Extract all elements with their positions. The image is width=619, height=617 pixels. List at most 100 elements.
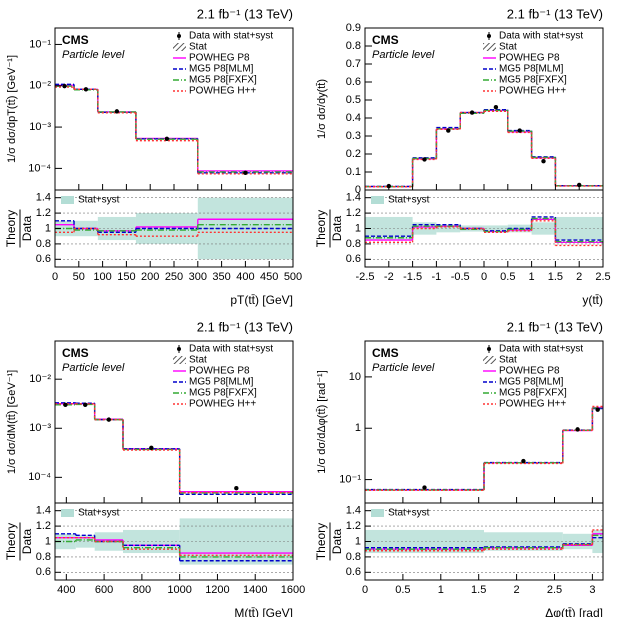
data-point: [493, 105, 499, 110]
ratio-frame: [364, 502, 604, 581]
y-tick-label: 0.4: [346, 112, 361, 124]
data-point: [63, 402, 68, 408]
chart-title: 2.1 fb⁻¹ (13 TeV): [197, 6, 293, 21]
y-tick-label: 10⁻³: [29, 121, 51, 133]
y-tick-label: 0.5: [346, 94, 361, 106]
main-panel: [365, 405, 603, 491]
ratio-y-tick-label: 1.4: [36, 192, 51, 204]
level-label: Particle level: [62, 49, 125, 61]
legend-label: Data with stat+syst: [499, 344, 583, 355]
stat-syst-band: [507, 224, 532, 233]
y-tick-label: 10⁻³: [29, 422, 51, 434]
legend-label: Data with stat+syst: [499, 31, 583, 42]
legend-label: POWHEG H++: [189, 399, 256, 410]
chart-title: 2.1 fb⁻¹ (13 TeV): [507, 319, 603, 334]
ratio-panel: [365, 510, 603, 573]
stat-syst-band: [365, 216, 413, 241]
legend-label: Data with stat+syst: [189, 344, 273, 355]
legend-band-swatch: [61, 509, 74, 517]
x-tick-label: 1600: [281, 584, 305, 596]
legend-label: MG5 P8[MLM]: [499, 64, 564, 75]
x-tick-label: -2: [384, 271, 394, 283]
x-tick-label: 2.5: [547, 584, 562, 596]
x-tick-label: 0: [52, 271, 58, 283]
data-point: [114, 109, 120, 114]
ratio-y-tick-label: 0.8: [36, 238, 51, 250]
legend-stat-swatch: [483, 356, 496, 364]
x-tick-label: 150: [117, 271, 135, 283]
legend-stat-swatch: [483, 43, 496, 51]
y-tick-label: 0: [355, 184, 361, 196]
ratio-y-tick-label: 1.2: [36, 207, 51, 219]
x-axis-label: M(tt̄) [GeV]: [234, 606, 293, 617]
legend-label: POWHEG P8: [499, 53, 560, 64]
ratio-panel: [55, 197, 293, 260]
ratio-label-den: Data: [20, 216, 34, 242]
data-point: [595, 407, 600, 412]
ratio-y-tick-label: 0.8: [346, 551, 361, 563]
y-tick-label: 10⁻¹: [29, 38, 51, 50]
x-tick-label: 1: [529, 271, 535, 283]
ratio-label-num: Theory: [314, 210, 328, 247]
legend-data-marker: [177, 347, 181, 351]
ratio-y-tick-label: 1: [355, 535, 361, 547]
ratio-frame: [54, 502, 294, 581]
legend-band-swatch: [61, 196, 74, 204]
x-tick-label: 0.5: [395, 584, 410, 596]
legend-label: MG5 P8[FXFX]: [499, 75, 567, 86]
ratio-y-tick-label: 1: [45, 535, 51, 547]
data-point: [521, 458, 526, 464]
x-tick-label: 400: [236, 271, 254, 283]
x-tick-label: 3: [589, 584, 595, 596]
cms-label: CMS: [372, 33, 399, 47]
legend-label: MG5 P8[FXFX]: [189, 75, 257, 86]
data-point: [234, 486, 239, 491]
y-tick-label: 0.9: [346, 22, 361, 34]
data-point: [541, 159, 546, 164]
stat-syst-band: [436, 224, 461, 233]
data-point: [83, 87, 89, 92]
legend-data-marker: [487, 34, 491, 38]
x-tick-label: 2: [514, 584, 520, 596]
legend-label: Stat: [189, 42, 207, 53]
cms-label: CMS: [372, 346, 399, 360]
x-tick-label: 0.5: [500, 271, 515, 283]
ratio-label-den: Data: [20, 529, 34, 555]
x-tick-label: 100: [93, 271, 111, 283]
stat-syst-band: [555, 216, 603, 241]
x-axis-label: y(tt̄): [582, 293, 603, 307]
chart-title: 2.1 fb⁻¹ (13 TeV): [507, 6, 603, 21]
x-axis-label: pT(tt̄) [GeV]: [230, 293, 293, 307]
legend-label: Stat+syst: [388, 508, 430, 519]
legend-label: MG5 P8[MLM]: [499, 377, 564, 388]
main-panel: [55, 402, 293, 496]
ratio-y-tick-label: 0.8: [36, 551, 51, 563]
y-tick-label: 0.7: [346, 58, 361, 70]
y-tick-label: 10⁻¹: [339, 473, 361, 485]
ratio-y-tick-label: 1.2: [346, 520, 361, 532]
legend-label: Stat: [499, 42, 517, 53]
ratio-y-tick-label: 1.2: [346, 207, 361, 219]
legend-data-marker: [487, 347, 491, 351]
x-tick-label: 1000: [167, 584, 191, 596]
y-axis-label: 1/σ dσ/dy(tt̄): [316, 79, 328, 139]
y-axis-label: 1/σ dσ/dM(tt̄) [GeV⁻¹]: [6, 370, 18, 474]
ratio-panel: [365, 197, 603, 260]
ratio-y-tick-label: 1.2: [36, 520, 51, 532]
ratio-y-tick-label: 0.6: [346, 566, 361, 578]
x-tick-label: 450: [260, 271, 278, 283]
legend-label: POWHEG H++: [499, 399, 566, 410]
ratio-y-tick-label: 0.6: [36, 253, 51, 265]
legend-label: POWHEG P8: [189, 366, 250, 377]
ratio-label-num: Theory: [4, 210, 18, 247]
ratio-label-num: Theory: [4, 523, 18, 560]
x-tick-label: 800: [133, 584, 151, 596]
x-tick-label: 1200: [205, 584, 229, 596]
legend-label: Data with stat+syst: [189, 31, 273, 42]
data-point: [243, 170, 248, 176]
x-axis-label: Δφ(tt̄) [rad]: [545, 606, 603, 617]
legend-data-marker: [177, 34, 181, 38]
ratio-y-tick-label: 0.8: [346, 238, 361, 250]
level-label: Particle level: [372, 362, 435, 374]
